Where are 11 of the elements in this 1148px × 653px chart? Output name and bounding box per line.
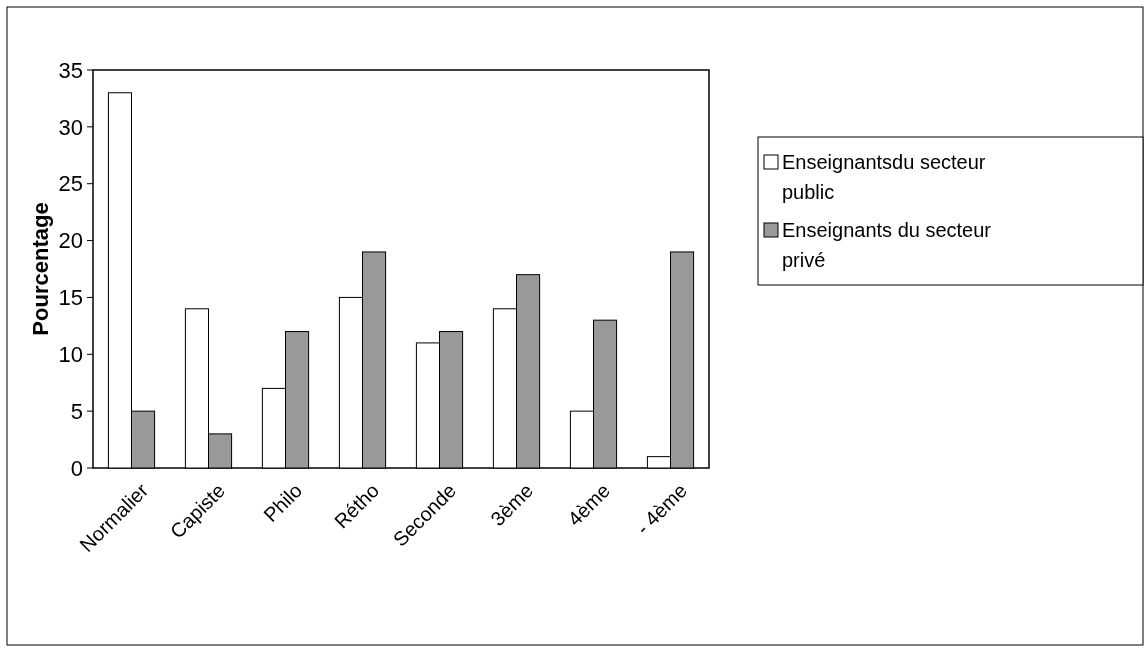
y-tick-label: 20	[58, 228, 83, 254]
legend-label: Enseignantsdu secteur public	[782, 151, 986, 203]
y-tick-label: 25	[58, 171, 83, 197]
y-tick-label: 0	[70, 455, 83, 481]
y-tick-label: 35	[58, 57, 83, 83]
y-axis-title: Pourcentage	[27, 202, 53, 336]
y-tick-label: 5	[70, 398, 83, 424]
y-tick-label: 10	[58, 341, 83, 367]
legend-label: Enseignants du secteur privé	[782, 219, 992, 271]
y-tick-label: 15	[58, 285, 83, 311]
y-tick-label: 30	[58, 114, 83, 140]
